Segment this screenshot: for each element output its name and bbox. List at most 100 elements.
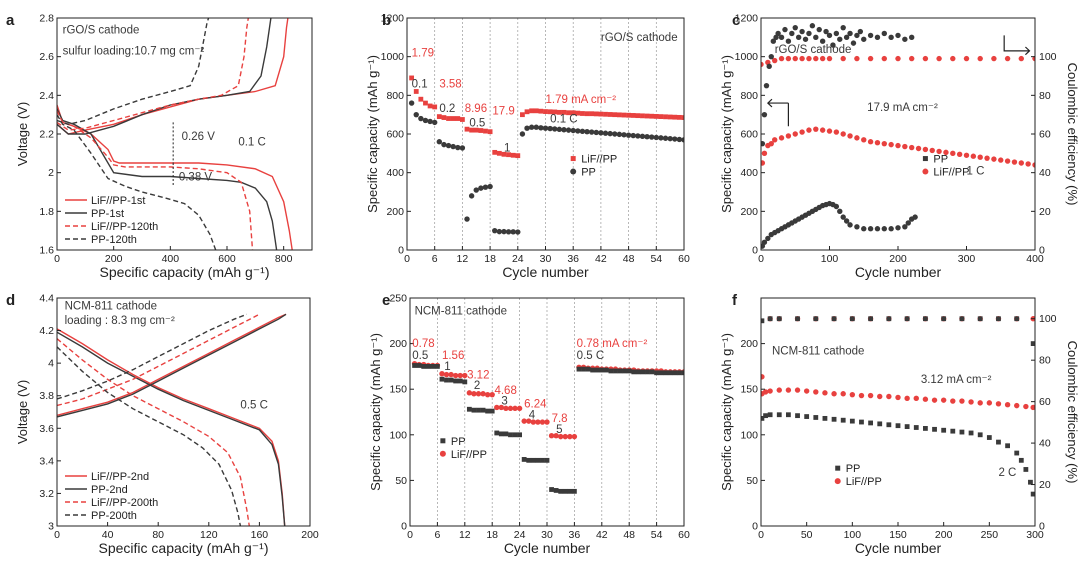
y-tick-label: 2.8 [39, 13, 54, 25]
data-point [795, 413, 800, 419]
x-tick-label: 100 [844, 529, 862, 541]
data-point [782, 26, 788, 33]
annotation: 0.5 C [240, 400, 267, 412]
data-point [806, 30, 812, 37]
data-point [549, 487, 554, 492]
legend-label: PP-2nd [91, 484, 128, 496]
data-point [831, 316, 837, 322]
data-point [868, 420, 873, 426]
data-point [819, 127, 826, 133]
x-tick-label: 30 [540, 253, 552, 265]
data-point [968, 430, 974, 436]
y-right-tick-label: 60 [1039, 129, 1051, 141]
series-line-pp-200th [57, 346, 242, 526]
data-point [482, 184, 489, 190]
x-tick-label: 54 [650, 253, 662, 265]
data-point [457, 378, 463, 384]
data-point [478, 185, 484, 191]
data-point [501, 228, 507, 235]
legend-label: LiF//PP-2nd [91, 471, 149, 483]
data-point [427, 118, 433, 125]
data-point [517, 432, 522, 438]
data-point [445, 142, 452, 149]
data-point [941, 427, 947, 433]
data-point [607, 112, 613, 117]
data-point [847, 30, 853, 37]
data-point [902, 36, 908, 42]
annotation: 17.9 mA cm⁻² [867, 102, 938, 114]
data-point [530, 419, 536, 425]
data-point [833, 203, 840, 210]
data-point [986, 435, 992, 440]
y-right-tick-label: 100 [1039, 51, 1057, 63]
legend-marker [570, 168, 577, 175]
data-point [547, 109, 553, 115]
data-point [535, 457, 541, 463]
data-point [778, 55, 785, 62]
data-point [630, 113, 636, 118]
data-point [630, 132, 636, 139]
data-point [854, 135, 860, 141]
data-point [888, 226, 894, 232]
data-point [809, 23, 816, 29]
y-tick-label: 4.4 [39, 293, 54, 305]
y-tick-label: 50 [746, 475, 758, 487]
data-point [418, 96, 424, 102]
data-point [950, 398, 956, 404]
data-point [681, 370, 684, 376]
data-point [874, 34, 881, 41]
data-point [963, 152, 970, 158]
x-tick-label: 600 [218, 253, 236, 265]
data-point [909, 34, 915, 41]
data-point [425, 364, 431, 369]
data-point [1011, 159, 1018, 165]
data-point [886, 393, 892, 400]
data-point [904, 395, 910, 402]
data-point [626, 112, 631, 118]
annotation: 1 C [967, 166, 985, 178]
data-point [831, 391, 837, 397]
data-point [663, 370, 669, 376]
data-point [867, 226, 874, 232]
data-point [1030, 341, 1035, 346]
data-point [956, 151, 963, 157]
data-point [840, 24, 846, 31]
data-point [530, 457, 536, 463]
y-tick-label: 200 [386, 206, 404, 218]
data-point [562, 433, 568, 440]
plot-area [411, 360, 684, 494]
x-tick-label: 42 [596, 529, 608, 541]
data-point [888, 34, 894, 41]
data-point [408, 100, 415, 106]
data-point [542, 125, 549, 131]
legend-label: PP-120th [91, 234, 137, 246]
annotation: 0.26 V [182, 131, 216, 143]
data-point [826, 128, 833, 134]
data-point [658, 135, 664, 141]
y-tick-label: 1.8 [39, 206, 54, 218]
data-point [761, 415, 765, 421]
x-tick-label: 0 [758, 253, 764, 265]
data-point [483, 128, 488, 134]
data-point [761, 318, 765, 324]
x-tick-label: 48 [623, 253, 635, 265]
data-point [868, 316, 873, 322]
y-tick-label: 4.2 [39, 325, 54, 337]
data-point [763, 82, 770, 89]
data-point [667, 135, 673, 142]
data-point [506, 152, 511, 158]
data-point [478, 128, 484, 133]
data-point [799, 55, 805, 62]
x-tick-label: 0 [758, 529, 764, 541]
data-point [413, 89, 419, 94]
annotation: 3.12 mA cm⁻² [921, 374, 992, 386]
y-tick-label: 3.8 [39, 390, 54, 402]
data-point [533, 124, 539, 130]
data-point [598, 111, 604, 117]
y-tick-label: 0 [752, 521, 758, 533]
data-point [776, 412, 782, 418]
y-tick-label: 3.4 [39, 455, 54, 467]
data-point [761, 111, 768, 118]
x-tick-label: 200 [935, 529, 953, 541]
data-point [977, 400, 983, 406]
